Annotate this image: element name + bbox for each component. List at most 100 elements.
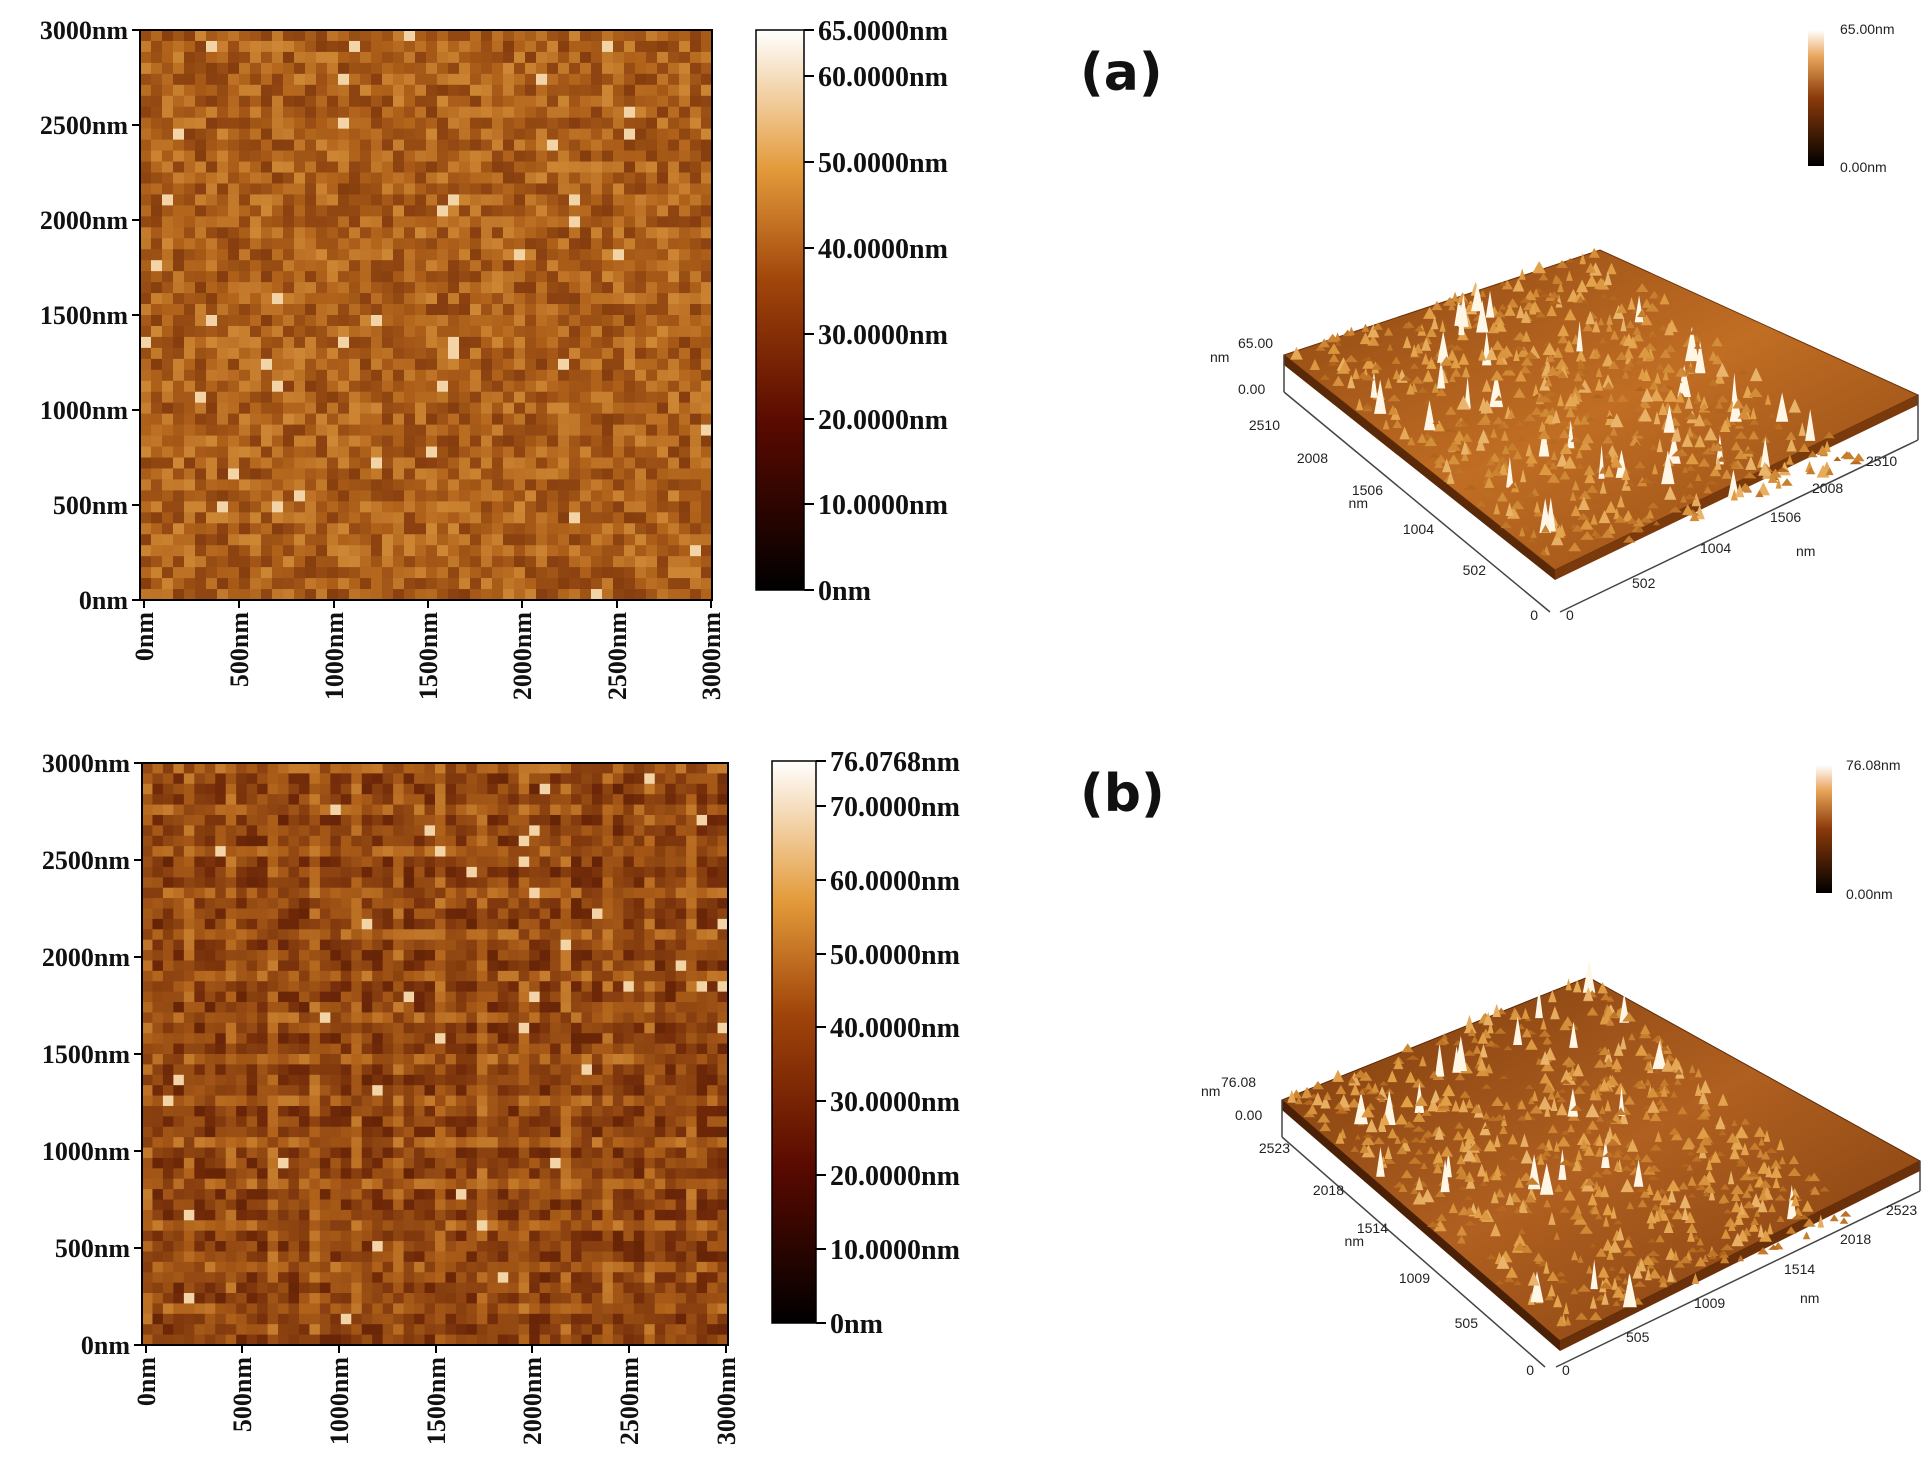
map-a-ytick-1: 500nm [53,491,128,520]
v3d-b-zmax: 76.08 [1221,1074,1256,1090]
v3d-a-right-1: 502 [1632,575,1656,591]
cb-a-tick-7: 65.0000nm [818,16,948,47]
v3d-a-right-unit: nm [1796,543,1815,559]
v3d-b-cb-max: 76.08nm [1846,757,1900,773]
v3d-a-left-2: 1004 [1403,521,1434,537]
cb-b-tick-7: 70.0000nm [830,792,960,823]
v3d-b-right-2: 1009 [1694,1295,1725,1311]
map-a-x-axis: 0nm 500nm 1000nm 1500nm 2000nm 2500nm 30… [130,600,726,700]
map-a-xtick-3: 1500nm [414,612,443,700]
map-b-ytick-5: 2500nm [42,846,130,875]
cb-b-tick-0: 0nm [830,1309,883,1340]
v3d-a-left-unit: nm [1349,495,1368,511]
map-b-xtick-6: 3000nm [712,1357,741,1445]
panel-b-svg: 0nm 500nm 1000nm 1500nm 2000nm 2500nm 30… [42,747,1922,1445]
view3d-b-colorbar: 76.08nm 0.00nm [1816,757,1900,902]
map-b-xtick-4: 2000nm [518,1357,547,1445]
map-a-ytick-3: 1500nm [40,301,128,330]
v3d-b-right-4: 2018 [1840,1231,1871,1247]
map-a-texture [140,30,713,601]
cb-b-tick-3: 30.0000nm [830,1087,960,1118]
v3d-a-right-4: 2008 [1812,480,1843,496]
view3d-b-surface: 76.08 nm 0.00 0 505 1009 1514 nm 2018 25… [1201,959,1922,1378]
v3d-b-right-0: 0 [1562,1362,1570,1378]
v3d-b-right-unit: nm [1800,1290,1819,1306]
map-b-xtick-3: 1500nm [422,1357,451,1445]
panel-b: 0nm 500nm 1000nm 1500nm 2000nm 2500nm 30… [0,739,1930,1478]
v3d-b-zunit: nm [1201,1083,1220,1099]
panel-a: 0nm 500nm 1000nm 1500nm 2000nm 2500nm 30… [40,16,1920,700]
map-a-ytick-0: 0nm [79,586,128,615]
map-b-ytick-1: 500nm [55,1234,130,1263]
map-a-xtick-4: 2000nm [508,612,537,700]
map-a-xtick-5: 2500nm [603,612,632,700]
v3d-a-left-0: 0 [1530,607,1538,623]
afm-2d-map-b [141,762,729,1346]
v3d-a-zmax: 65.00 [1238,335,1273,351]
v3d-a-zmin: 0.00 [1238,381,1265,397]
v3d-b-right-5: 2523 [1886,1202,1917,1218]
view3d-a-surface: 65.00 nm 0.00 0 502 1004 1506 nm 2008 25… [1210,247,1920,623]
cb-b-tick-1: 10.0000nm [830,1235,960,1266]
map-b-ytick-2: 1000nm [42,1137,130,1166]
v3d-b-left-3: 1514 [1357,1220,1388,1236]
panel-b-label: (b) [1080,764,1165,824]
map-a-colorbar: 0nm 10.0000nm 20.0000nm 30.0000nm 40.000… [755,16,948,607]
panel-a-label: (a) [1080,43,1163,103]
map-a-ytick-6: 3000nm [40,16,128,45]
v3d-a-right-2: 1004 [1700,540,1731,556]
map-b-xtick-1: 500nm [228,1357,257,1432]
v3d-b-cb-min: 0.00nm [1846,886,1893,902]
v3d-a-left-5: 2510 [1249,417,1280,433]
map-b-ytick-3: 1500nm [42,1040,130,1069]
map-a-ytick-2: 1000nm [40,396,128,425]
panel-a-svg: 0nm 500nm 1000nm 1500nm 2000nm 2500nm 30… [40,16,1920,700]
cb-a-tick-5: 50.0000nm [818,148,948,179]
map-b-y-axis: 0nm 500nm 1000nm 1500nm 2000nm 2500nm 30… [42,749,142,1360]
v3d-a-zunit: nm [1210,349,1229,365]
map-b-texture [142,763,729,1346]
map-b-colorbar: 0nm 10.0000nm 20.0000nm 30.0000nm 40.000… [771,747,960,1340]
map-a-y-axis: 0nm 500nm 1000nm 1500nm 2000nm 2500nm 30… [40,16,140,615]
v3d-b-left-0: 0 [1526,1362,1534,1378]
view3d-b-peaks [1287,959,1852,1327]
map-a-ytick-5: 2500nm [40,111,128,140]
cb-a-tick-4: 40.0000nm [818,234,948,265]
map-b-xtick-5: 2500nm [615,1357,644,1445]
v3d-b-left-unit: nm [1345,1233,1364,1249]
map-b-ytick-4: 2000nm [42,943,130,972]
v3d-a-left-4: 2008 [1297,450,1328,466]
map-a-xtick-6: 3000nm [697,612,726,700]
v3d-a-left-3: 1506 [1352,482,1383,498]
view3d-a-peaks [1290,247,1865,556]
map-a-xtick-2: 1000nm [320,612,349,700]
cb-a-tick-6: 60.0000nm [818,62,948,93]
cb-b-tick-6: 60.0000nm [830,866,960,897]
v3d-b-left-2: 1009 [1399,1270,1430,1286]
map-b-xtick-2: 1000nm [325,1357,354,1445]
v3d-a-right-3: 1506 [1770,509,1801,525]
cb-b-tick-8: 76.0768nm [830,747,960,778]
map-b-x-axis: 0nm 500nm 1000nm 1500nm 2000nm 2500nm 30… [132,1345,741,1445]
map-a-xtick-0: 0nm [130,612,159,661]
v3d-b-zmin: 0.00 [1235,1107,1262,1123]
cb-a-tick-2: 20.0000nm [818,405,948,436]
v3d-b-left-4: 2018 [1313,1182,1344,1198]
map-a-ytick-4: 2000nm [40,206,128,235]
v3d-b-left-5: 2523 [1259,1140,1290,1156]
v3d-b-right-1: 505 [1626,1329,1650,1345]
v3d-b-left-1: 505 [1455,1315,1479,1331]
cb-b-tick-4: 40.0000nm [830,1013,960,1044]
map-b-ytick-0: 0nm [81,1331,130,1360]
afm-2d-map-a [139,29,713,601]
cb-a-tick-3: 30.0000nm [818,320,948,351]
v3d-a-left-1: 502 [1463,562,1487,578]
map-b-ytick-6: 3000nm [42,749,130,778]
cb-a-tick-0: 0nm [818,576,871,607]
v3d-a-right-0: 0 [1566,607,1574,623]
v3d-a-cb-max: 65.00nm [1840,21,1894,37]
v3d-b-right-3: 1514 [1784,1261,1815,1277]
v3d-a-right-5: 2510 [1866,453,1897,469]
cb-b-tick-2: 20.0000nm [830,1161,960,1192]
map-a-xtick-1: 500nm [225,612,254,687]
